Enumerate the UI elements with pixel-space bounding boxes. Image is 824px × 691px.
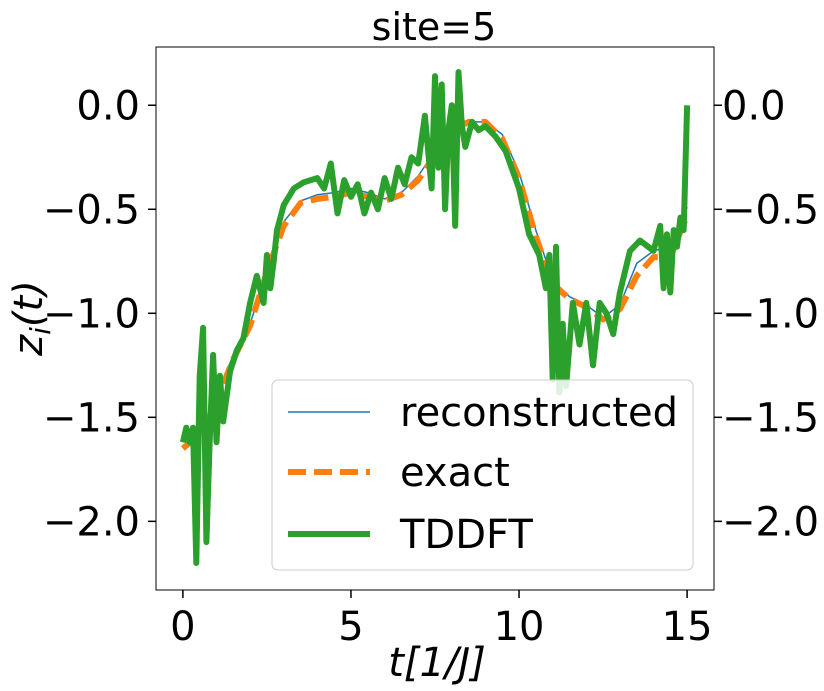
y-tick-label-left: −1.5	[43, 395, 140, 441]
legend-label-exact: exact	[400, 450, 510, 496]
legend-box	[271, 379, 694, 571]
y-tick-label-right: −1.0	[722, 291, 819, 337]
x-tick-label: 5	[338, 604, 363, 650]
x-tick-label: 15	[662, 604, 713, 650]
y-tick-label-left: −2.0	[43, 499, 140, 545]
legend: reconstructed exact TDDFT	[271, 379, 694, 571]
plot-frame	[155, 46, 715, 591]
y-tick-label-right: −0.5	[722, 187, 819, 233]
series-line-tddft	[179, 69, 691, 566]
y-axis-ticks-left: 0.0 −0.5 −1.0 −1.5 −2.0	[43, 83, 156, 545]
plot-lines	[179, 69, 691, 566]
y-tick-label-right: −2.0	[722, 499, 819, 545]
x-tick-label: 10	[494, 604, 545, 650]
chart-title: site=5	[372, 5, 497, 49]
x-axis-ticks: 0 5 10 15	[170, 590, 713, 650]
y-tick-label-right: 0.0	[722, 83, 786, 129]
y-tick-label-left: −1.0	[43, 291, 140, 337]
legend-label-reconstructed: reconstructed	[400, 390, 678, 436]
x-tick-label: 0	[170, 604, 195, 650]
y-tick-label-left: −0.5	[43, 187, 140, 233]
y-axis-ticks-right: 0.0 −0.5 −1.0 −1.5 −2.0	[714, 83, 819, 545]
y-tick-label-right: −1.5	[722, 395, 819, 441]
y-axis-label: zi(t)	[6, 280, 57, 357]
y-tick-label-left: 0.0	[76, 83, 140, 129]
x-axis-label: t[1/J]	[388, 640, 486, 686]
legend-label-tddft: TDDFT	[399, 512, 533, 558]
